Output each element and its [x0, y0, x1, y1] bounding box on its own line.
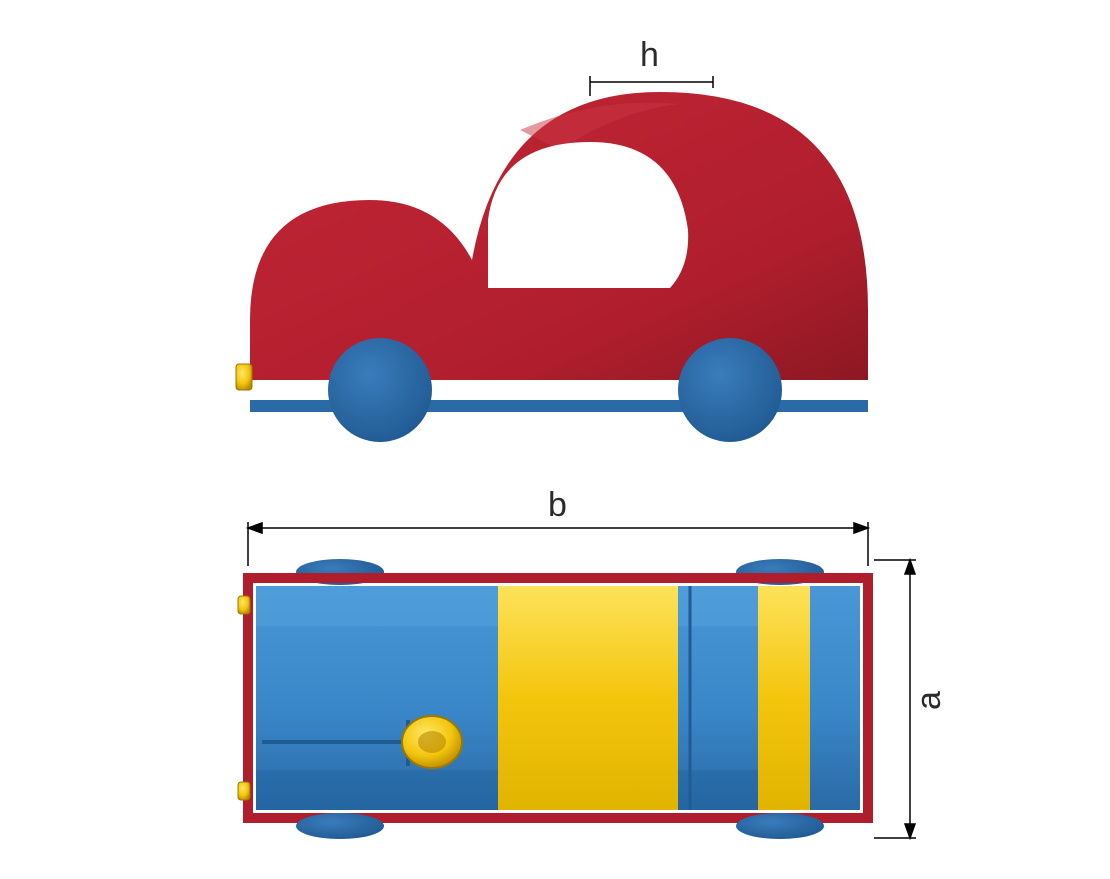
wheel-front — [328, 338, 432, 442]
yellow-strip — [758, 586, 810, 810]
steering-hub — [418, 731, 446, 753]
wheel-top-rl — [296, 813, 384, 839]
bumper-gold — [236, 364, 252, 390]
wheel-top-rr — [736, 813, 824, 839]
label-b: b — [548, 486, 567, 524]
top-view: b — [238, 486, 948, 839]
diagram-svg: h b — [0, 0, 1110, 879]
side-view: h — [236, 36, 868, 442]
gold-nub-bottom — [238, 782, 250, 800]
label-h: h — [640, 36, 659, 74]
gold-nub-top — [238, 596, 250, 614]
diagram-container: h b — [0, 0, 1110, 879]
wheel-rear — [678, 338, 782, 442]
yellow-panel — [498, 586, 678, 810]
blue-right-edge — [810, 586, 860, 810]
label-a: a — [910, 691, 948, 710]
